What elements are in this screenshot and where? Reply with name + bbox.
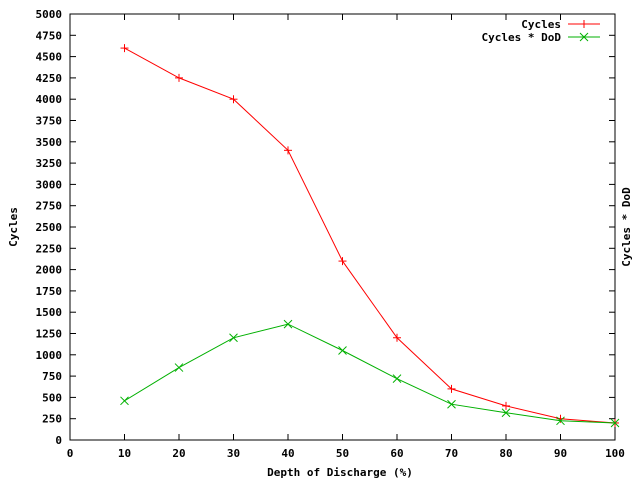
data-point (120, 396, 129, 406)
data-point (229, 95, 238, 104)
x-tick-label: 90 (554, 447, 567, 460)
y-axis-label: Cycles (7, 207, 20, 247)
x-axis-ticks: 0 10 20 30 40 50 60 70 80 90 100 (67, 14, 625, 460)
y-tick-label: 4500 (36, 51, 63, 64)
y-tick-label: 3750 (36, 115, 63, 128)
y-tick-label: 2750 (36, 200, 63, 213)
y-tick-label: 1250 (36, 328, 63, 341)
x-tick-label: 60 (390, 447, 403, 460)
y-tick-label: 1500 (36, 306, 63, 319)
y-tick-label: 3250 (36, 157, 63, 170)
x-tick-label: 30 (227, 447, 240, 460)
legend-label: Cycles (521, 18, 561, 31)
legend-label: Cycles * DoD (482, 31, 562, 44)
y-tick-label: 250 (42, 413, 62, 426)
x-tick-label: 50 (336, 447, 349, 460)
y-tick-label: 750 (42, 370, 62, 383)
y-tick-label: 4000 (36, 93, 63, 106)
y-tick-label: 1750 (36, 285, 63, 298)
x-tick-label: 100 (605, 447, 625, 460)
y2-axis-label: Cycles * DoD (620, 187, 633, 267)
series-line-2 (124, 323, 616, 424)
x-tick-label: 40 (281, 447, 294, 460)
data-point (502, 401, 510, 410)
x-tick-label: 20 (172, 447, 185, 460)
data-point (392, 374, 402, 384)
series-group (120, 44, 620, 428)
y-tick-label: 500 (42, 391, 62, 404)
plot-frame (69, 13, 616, 441)
data-point (338, 257, 347, 266)
y-tick-label: 4250 (36, 72, 63, 85)
data-point (501, 408, 511, 418)
data-point (174, 363, 184, 372)
y-tick-label: 3000 (36, 178, 63, 191)
data-point (284, 146, 292, 155)
x-tick-label: 70 (445, 447, 458, 460)
y-axis-ticks: 0 250 500 750 1000 1250 1500 1750 2000 2250 2500 27… (36, 8, 615, 447)
y-tick-label: 3500 (36, 136, 63, 149)
data-point (175, 73, 183, 82)
y-tick-label: 4750 (36, 29, 63, 42)
y-tick-label: 1000 (36, 349, 63, 362)
series-line-1 (124, 47, 616, 424)
y-tick-label: 2250 (36, 242, 63, 255)
data-point (556, 416, 565, 426)
data-point (229, 333, 238, 343)
x-axis-label: Depth of Discharge (%) (267, 466, 413, 479)
data-point (610, 418, 620, 428)
legend-marker (580, 20, 588, 28)
data-point (393, 333, 401, 342)
y-tick-label: 5000 (36, 8, 63, 21)
y-tick-label: 0 (55, 434, 62, 447)
data-point (447, 384, 456, 393)
x-tick-label: 0 (67, 447, 74, 460)
x-tick-label: 10 (118, 447, 131, 460)
data-point (447, 399, 456, 409)
y-tick-label: 2500 (36, 221, 63, 234)
data-point (120, 44, 129, 53)
data-point (338, 346, 347, 355)
legend-marker (579, 32, 589, 42)
x-tick-label: 80 (499, 447, 512, 460)
data-point (283, 319, 293, 329)
y-tick-label: 2000 (36, 264, 63, 277)
